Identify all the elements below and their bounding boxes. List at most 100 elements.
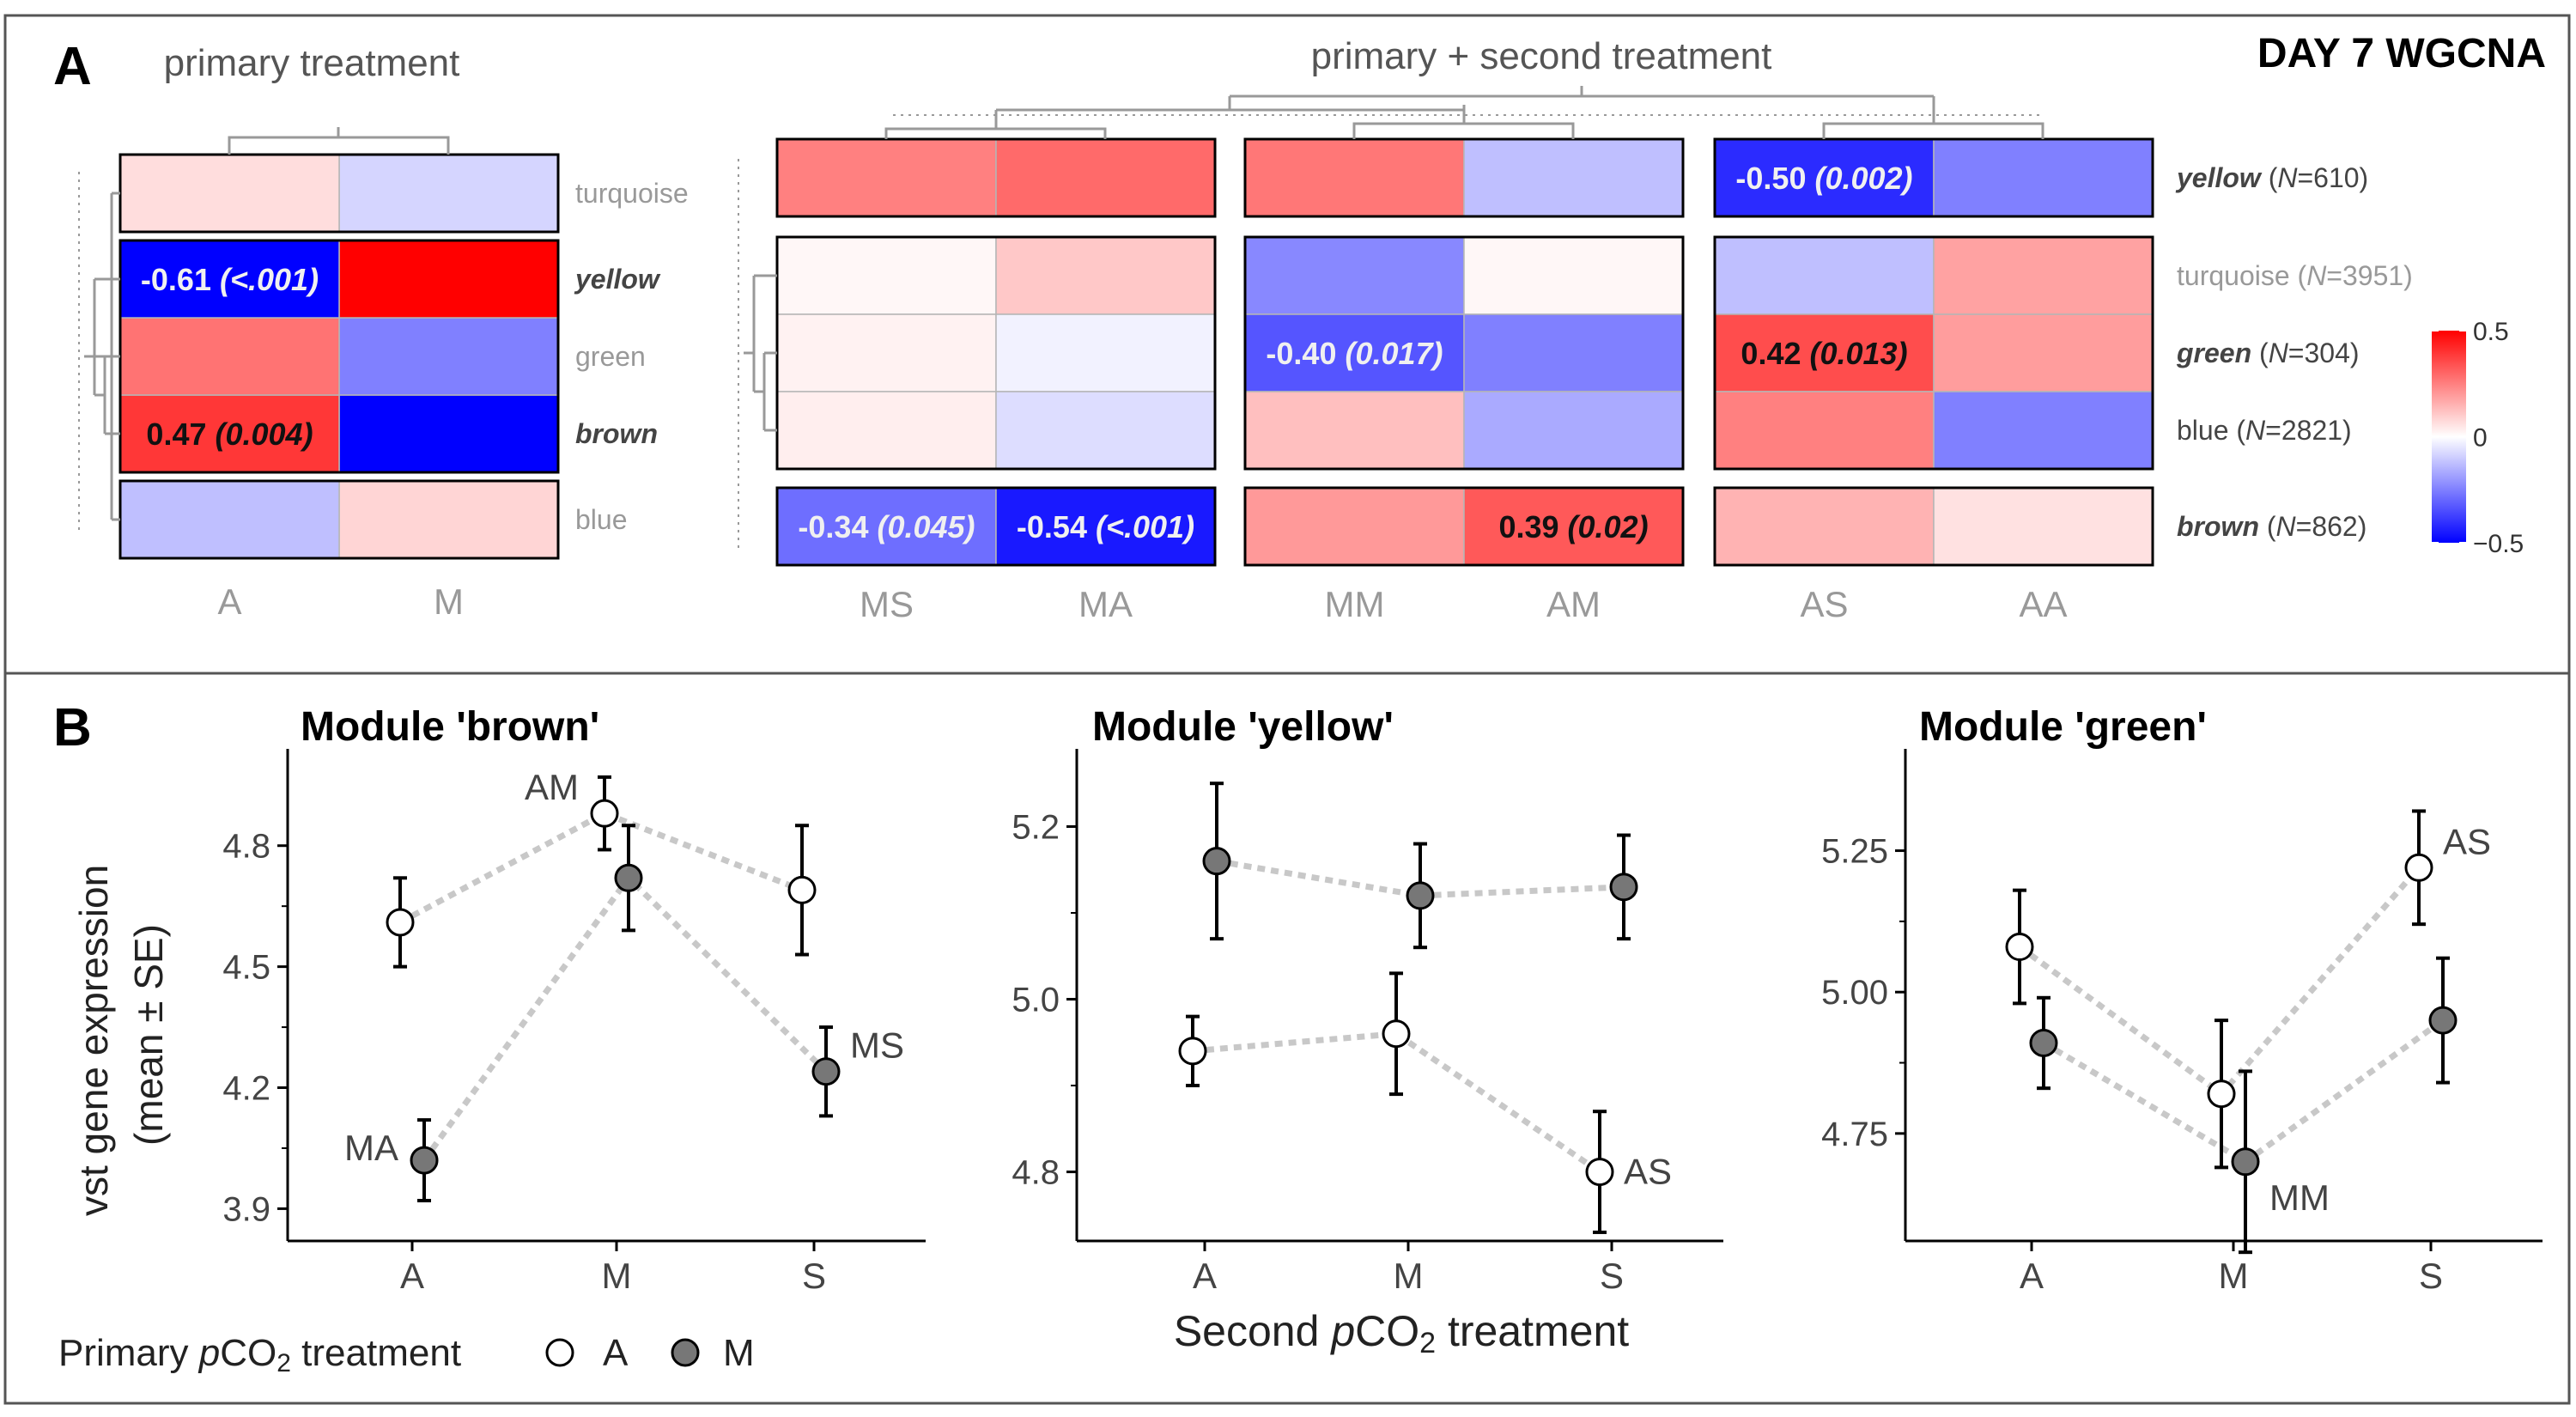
legend-filled-point — [671, 1338, 700, 1367]
y-tick-label: 4.8 — [222, 828, 270, 866]
heatmap2-group-frame — [1713, 235, 2154, 471]
x-tick-label: S — [2419, 1256, 2443, 1296]
point-M-S — [811, 1057, 841, 1086]
x-tick-label: A — [2020, 1256, 2044, 1296]
row-label-name: green — [2176, 338, 2259, 368]
series-line-A — [2017, 866, 2421, 1098]
heatmap-primary: turquoise -0.61 (<.001) yellow green 0.47 (0… — [78, 127, 689, 622]
point-A-M — [2207, 1079, 2236, 1109]
heatmap2-cell-label-green-MM-value: -0.40 — [1266, 336, 1345, 371]
heatmap2-cell-label-yellow-AS-value: -0.50 — [1735, 161, 1814, 196]
y-tick-label: 4.2 — [222, 1070, 270, 1108]
panel-b-frame — [3, 672, 2571, 1405]
heatmap2-group-frame — [1243, 137, 1685, 218]
heatmap2-cell-turquoise-AS — [1714, 236, 1935, 315]
point-A-M — [590, 799, 619, 828]
legend-p: p — [197, 1332, 220, 1374]
heatmap2-col-label-AS: AS — [1800, 584, 1848, 624]
heatmap2-cell-label-green-AS-pvalue: (0.013) — [1810, 336, 1908, 371]
row-label-n-symbol: N — [2276, 511, 2297, 542]
heatmap2-cell-brown-AS — [1714, 487, 1935, 566]
heatmap1-cell-turquoise-M — [338, 154, 559, 233]
heatmap2-cell-blue-MS — [776, 391, 997, 470]
point-A-S — [2404, 853, 2433, 882]
heatmap2-group-frame — [775, 486, 1217, 567]
panel-b-xlabel: Second pCO2 treatment — [1174, 1307, 1629, 1359]
heatmap2-row-label-yellow: yellow (N=610) — [2175, 162, 2368, 193]
heatmap2-col-label-AA: AA — [2019, 584, 2067, 624]
heatmap1-cell-label-brown-pvalue: (0.004) — [216, 417, 313, 452]
heatmap2-group-frame — [1713, 137, 2154, 218]
point-label-MS: MS — [850, 1025, 904, 1066]
row-label-n-value: =3951) — [2326, 260, 2413, 291]
series-line-M — [2042, 1018, 2445, 1165]
heatmap2-cell-label-brown-MS: -0.34 (0.045) — [798, 509, 975, 544]
row-label-n-symbol: N — [2306, 260, 2327, 291]
heatmap2-row-dendrogram — [744, 274, 777, 432]
heatmap1-row-dendrogram — [84, 192, 120, 521]
point-M-A — [410, 1146, 439, 1175]
row-label-name: turquoise — [2177, 260, 2298, 291]
row-label-n-value: =610) — [2297, 162, 2368, 193]
heatmap2-cell-yellow-AA — [1933, 138, 2154, 217]
heatmap2-col-label-MM: MM — [1325, 584, 1385, 624]
heatmap2-cell-turquoise-MM — [1244, 236, 1465, 315]
heatmap2-cell-turquoise-MS — [776, 236, 997, 315]
colorbar-tick-label: 0 — [2473, 424, 2488, 453]
row-label-n-symbol: N — [2269, 338, 2289, 368]
ylabel-line2: (mean ± SE) — [126, 924, 171, 1146]
heatmap2-cell-turquoise-AM — [1463, 236, 1684, 315]
heatmap1-cell-yellow-A — [119, 240, 340, 319]
heatmap2-cell-green-AM — [1463, 313, 1684, 392]
heatmap1-cell-label-brown: 0.47 (0.004) — [146, 417, 313, 452]
heatmap1-cell-label-brown-value: 0.47 — [146, 417, 215, 452]
heatmap2-col-label-MA: MA — [1078, 584, 1133, 624]
point-label-MM: MM — [2269, 1177, 2330, 1218]
heatmap1-row-label-green: green — [575, 341, 646, 372]
heatmap2-cell-label-green-AS-value: 0.42 — [1741, 336, 1809, 371]
y-tick-label: 3.9 — [222, 1190, 270, 1228]
series-line-M — [422, 873, 829, 1163]
panel-a-letter: A — [53, 37, 92, 96]
heatmap2-col-dendrogram — [884, 86, 2044, 139]
y-tick-label: 5.2 — [1012, 808, 1060, 846]
point-A-S — [1585, 1158, 1614, 1187]
heatmap2-cell-yellow-AM — [1463, 138, 1684, 217]
series-line-A — [398, 810, 804, 926]
heatmap2-cell-label-yellow-AS-pvalue: (0.002) — [1814, 161, 1912, 196]
heatmap2-cell-turquoise-MA — [995, 236, 1216, 315]
heatmap1-col-label-M: M — [434, 581, 464, 622]
heatmap1-cell-label-yellow-value: -0.61 — [141, 262, 220, 297]
heatmap1-cell-green-M — [338, 317, 559, 396]
y-tick-label: 5.25 — [1821, 833, 1888, 871]
row-label-n-open: ( — [2236, 415, 2245, 446]
module-plot-title: Module 'yellow' — [1092, 704, 1394, 750]
point-label-AS: AS — [2443, 821, 2491, 861]
heatmap2-group-frame — [1243, 486, 1685, 567]
module-plot-title: Module 'brown' — [301, 704, 599, 750]
heatmap2-cell-yellow-MA — [995, 138, 1216, 217]
legend-title: Primary pCO2 treatment — [58, 1332, 461, 1377]
module-plot-title: Module 'green' — [1919, 704, 2207, 750]
heatmap2-col-label-MS: MS — [860, 584, 914, 624]
heatmap2-cell-label-brown-MS-value: -0.34 — [798, 509, 877, 544]
point-A-A — [2005, 933, 2034, 962]
heatmap2-group-frame — [1713, 486, 2154, 567]
heatmap1-cell-green-A — [119, 317, 340, 396]
x-tick-label: S — [1600, 1256, 1624, 1296]
heatmap1-cell-label-yellow: -0.61 (<.001) — [141, 262, 319, 297]
heatmap2-cell-label-brown-MA-value: -0.54 — [1017, 509, 1096, 544]
point-M-M — [2231, 1147, 2260, 1177]
y-tick-label: 4.5 — [222, 949, 270, 987]
x-tick-label: M — [1394, 1256, 1424, 1296]
heatmap2-cell-label-brown-MA: -0.54 (<.001) — [1017, 509, 1194, 544]
heatmap2-cell-green-MM — [1244, 313, 1465, 392]
heatmap1-cell-brown-M — [338, 394, 559, 473]
y-tick-label: 5.00 — [1821, 974, 1888, 1012]
point-M-A — [1202, 847, 1231, 876]
heatmap2-row-label-green: green (N=304) — [2176, 338, 2360, 368]
legend-item-a: A — [603, 1332, 629, 1374]
heatmap2-cell-brown-AA — [1933, 487, 2154, 566]
